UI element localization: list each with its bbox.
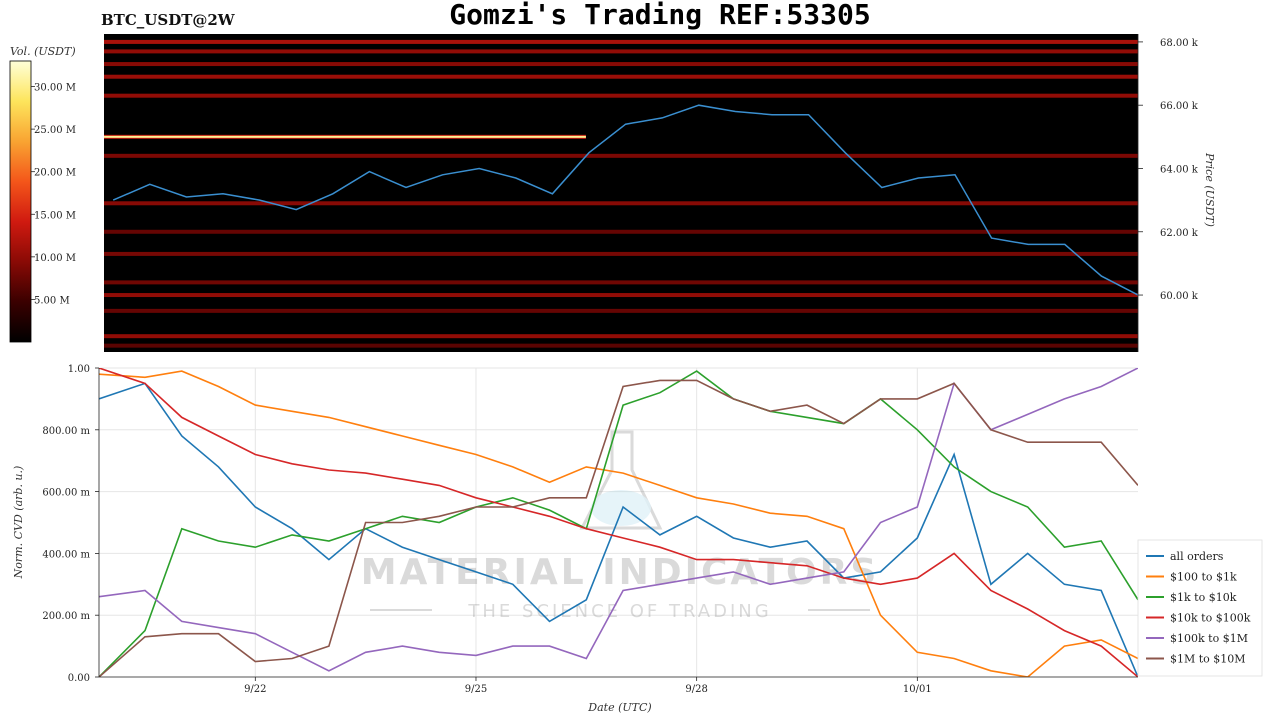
colorbar-tick-label: 15.00 M — [34, 210, 76, 221]
level-band — [104, 62, 1138, 67]
price-axis-ticks: 60.00 k 62.00 k 64.00 k 66.00 k 68.00 k — [1138, 38, 1199, 302]
price-tick-label: 66.00 k — [1160, 101, 1199, 112]
pair-label: BTC_USDT@2W — [101, 11, 236, 29]
level-band — [104, 39, 1138, 44]
watermark-line1: MATERIAL INDICATORS — [361, 552, 880, 593]
legend-entry: all orders — [1170, 550, 1224, 563]
price-axis-label: Price (USDT) — [1203, 152, 1216, 227]
level-band — [104, 343, 1138, 348]
price-tick-label: 62.00 k — [1160, 228, 1199, 239]
y-tick-label: 600.00 m — [42, 488, 90, 499]
price-tick-label: 60.00 k — [1160, 291, 1199, 302]
y-tick-label: 400.00 m — [42, 549, 90, 560]
cvd-x-ticks: 9/22 9/25 9/28 10/01 — [244, 677, 932, 695]
cvd-y-axis-label: Norm. CVD (arb. u.) — [12, 466, 25, 580]
x-tick-label: 9/28 — [685, 684, 707, 695]
level-band — [104, 251, 1138, 256]
legend-entry: $1k to $10k — [1170, 591, 1237, 604]
watermark-line2: THE SCIENCE OF TRADING — [467, 601, 771, 622]
x-tick-label: 9/22 — [244, 684, 266, 695]
level-band — [104, 293, 1138, 298]
series-line — [99, 379, 1138, 677]
legend-entry: $100k to $1M — [1170, 632, 1248, 645]
colorbar-ticks: 5.00 M 10.00 M 15.00 M 20.00 M 25.00 M 30.00 … — [31, 83, 76, 306]
level-band — [104, 49, 1138, 54]
chart-title: Gomzi's Trading REF:53305 — [449, 0, 870, 31]
y-tick-label: 800.00 m — [42, 426, 90, 437]
legend: all orders $100 to $1k $1k to $10k $10k to … — [1137, 539, 1263, 677]
legend-entry: $1M to $10M — [1170, 653, 1246, 666]
cvd-x-axis-label: Date (UTC) — [587, 701, 651, 714]
colorbar — [9, 60, 32, 343]
heatmap-panel: 60.00 k 62.00 k 64.00 k 66.00 k 68.00 k Pric… — [104, 34, 1216, 352]
level-band — [104, 153, 1138, 158]
x-tick-label: 10/01 — [903, 684, 932, 695]
level-band — [104, 74, 1138, 79]
series-line — [99, 382, 1138, 677]
legend-entry: $100 to $1k — [1170, 571, 1237, 584]
series-line — [99, 370, 1138, 677]
watermark: MATERIAL INDICATORS THE SCIENCE OF TRADI… — [361, 430, 880, 622]
level-band — [104, 93, 1138, 98]
price-tick-label: 64.00 k — [1160, 164, 1199, 175]
colorbar-tick-label: 25.00 M — [34, 125, 76, 136]
x-tick-label: 9/25 — [465, 684, 487, 695]
colorbar-tick-label: 5.00 M — [34, 295, 70, 306]
series-line — [99, 368, 1138, 677]
level-band — [104, 334, 1138, 339]
cvd-grid — [99, 367, 1138, 678]
y-tick-label: 0.00 — [68, 673, 90, 684]
flask-icon — [579, 430, 663, 530]
cvd-series-lines — [99, 368, 1138, 677]
price-tick-label: 68.00 k — [1160, 38, 1199, 49]
level-band — [104, 201, 1138, 206]
price-line — [112, 104, 1138, 296]
colorbar-tick-label: 30.00 M — [34, 83, 76, 94]
cvd-y-ticks: 0.00 200.00 m 400.00 m 600.00 m 800.00 m 1.00 — [42, 364, 99, 684]
colorbar-tick-label: 20.00 M — [34, 168, 76, 179]
level-band-peak — [104, 135, 586, 138]
y-tick-label: 1.00 — [68, 364, 90, 375]
level-band — [104, 229, 1138, 234]
heatmap-level-bands — [104, 39, 1138, 348]
colorbar-tick-label: 10.00 M — [34, 253, 76, 264]
cvd-panel: MATERIAL INDICATORS THE SCIENCE OF TRADI… — [12, 364, 1263, 714]
colorbar-label: Vol. (USDT) — [10, 45, 76, 58]
heatmap-background — [104, 34, 1138, 352]
level-band — [104, 308, 1138, 313]
legend-frame — [1137, 539, 1263, 677]
series-line — [99, 370, 1138, 677]
level-band — [104, 280, 1138, 285]
y-tick-label: 200.00 m — [42, 611, 90, 622]
legend-entry: $10k to $100k — [1170, 612, 1251, 625]
